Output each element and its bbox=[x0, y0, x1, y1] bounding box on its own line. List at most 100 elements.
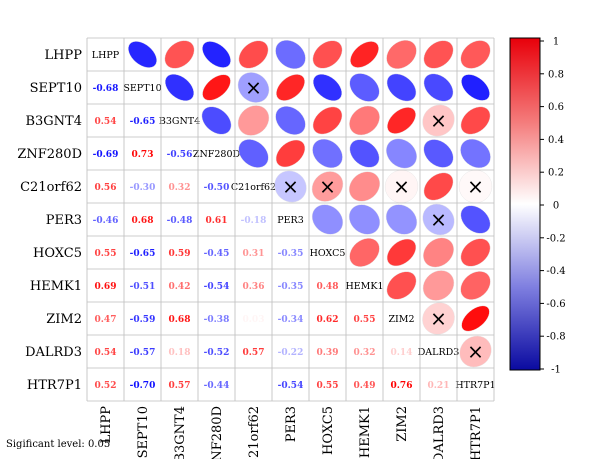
correlation-value: -0.65 bbox=[130, 249, 156, 259]
correlation-value: -0.35 bbox=[278, 249, 304, 259]
correlation-ellipse bbox=[386, 138, 417, 169]
correlation-value: 0.31 bbox=[243, 249, 265, 259]
correlation-value: 0.62 bbox=[317, 315, 339, 325]
correlation-ellipse bbox=[237, 105, 270, 136]
insignificant-marker: × bbox=[245, 76, 262, 100]
correlation-ellipse bbox=[201, 106, 232, 135]
correlation-value: 0.69 bbox=[95, 282, 117, 292]
correlation-value: -0.52 bbox=[204, 348, 230, 358]
diagonal-label: HTR7P1 bbox=[455, 380, 495, 391]
correlation-ellipse bbox=[275, 39, 306, 70]
correlation-ellipse bbox=[423, 237, 454, 268]
correlation-ellipse bbox=[386, 73, 417, 102]
correlation-value: 0.76 bbox=[391, 381, 413, 391]
correlation-value: -0.44 bbox=[204, 381, 230, 391]
correlation-value: -0.18 bbox=[241, 216, 267, 226]
correlation-ellipse bbox=[461, 305, 490, 332]
row-labels: LHPP SEPT10 B3GNT4 ZNF280D C21orf62 PER3 HOXC5… bbox=[17, 48, 82, 393]
correlation-ellipse bbox=[312, 74, 343, 101]
diagonal-label: C21orf62 bbox=[231, 182, 276, 193]
correlation-value: -0.68 bbox=[93, 84, 119, 94]
correlation-ellipse bbox=[164, 74, 195, 101]
column-label: LHPP bbox=[99, 406, 114, 444]
correlation-value: 0.54 bbox=[95, 117, 117, 127]
row-label: PER3 bbox=[46, 213, 82, 228]
diagonal-label: SEPT10 bbox=[123, 83, 161, 94]
correlation-ellipse bbox=[349, 105, 380, 136]
correlation-ellipse bbox=[348, 204, 381, 235]
correlation-ellipse bbox=[460, 138, 491, 169]
correlation-ellipse bbox=[422, 302, 455, 335]
correlation-value: 0.73 bbox=[132, 150, 154, 160]
correlation-ellipse bbox=[460, 238, 491, 267]
column-label: HTR7P1 bbox=[469, 406, 484, 459]
correlation-value: -0.22 bbox=[278, 348, 304, 358]
row-label: HEMK1 bbox=[30, 279, 82, 294]
row-label: B3GNT4 bbox=[25, 114, 82, 129]
correlation-value: 0.57 bbox=[169, 381, 191, 391]
row-label: HTR7P1 bbox=[27, 378, 82, 393]
column-label: SEPT10 bbox=[136, 406, 151, 458]
correlation-value: 0.52 bbox=[95, 381, 117, 391]
correlation-value: -0.69 bbox=[93, 150, 119, 160]
correlation-ellipse bbox=[423, 73, 454, 102]
correlation-ellipse bbox=[422, 104, 455, 137]
correlation-value: 0.61 bbox=[206, 216, 228, 226]
correlation-ellipse bbox=[128, 41, 157, 68]
diagonal-label: ZNF280D bbox=[193, 149, 241, 160]
color-legend: 1 0.8 0.6 0.4 0.2 0 -0.2 -0.4 -0.6 -0.8 -1 bbox=[509, 37, 566, 376]
correlation-ellipse bbox=[349, 139, 380, 168]
correlation-value: 0.48 bbox=[317, 282, 339, 292]
correlation-ellipse bbox=[275, 106, 306, 135]
correlation-ellipse bbox=[275, 139, 306, 168]
correlation-value: -0.38 bbox=[204, 315, 230, 325]
correlation-value: 0.68 bbox=[169, 315, 191, 325]
correlation-ellipse bbox=[238, 40, 269, 69]
matrix-cells: LHPP-0.68 SEPT10 ×0.54 -0.65 B3GNT4 ×-0.69 0.7… bbox=[92, 39, 496, 391]
correlation-ellipse bbox=[202, 41, 231, 68]
correlation-ellipse bbox=[460, 205, 491, 234]
correlation-ellipse bbox=[238, 139, 269, 168]
column-label: C21orf62 bbox=[247, 406, 262, 459]
insignificant-marker: × bbox=[430, 307, 447, 331]
insignificant-marker: × bbox=[282, 175, 299, 199]
correlation-ellipse bbox=[386, 40, 417, 69]
colorbar-tick-label: 0 bbox=[553, 201, 559, 212]
correlation-value: 0.55 bbox=[317, 381, 339, 391]
diagonal-label: HEMK1 bbox=[345, 281, 383, 292]
colorbar-ticks: 1 0.8 0.6 0.4 0.2 0 -0.2 -0.4 -0.6 -0.8 -1 bbox=[540, 37, 566, 376]
insignificant-marker: × bbox=[430, 208, 447, 232]
correlation-value: -0.48 bbox=[167, 216, 193, 226]
correlation-value: -0.46 bbox=[93, 216, 119, 226]
correlation-ellipse bbox=[387, 107, 416, 134]
correlation-ellipse bbox=[423, 172, 454, 201]
diagonal-label: HOXC5 bbox=[310, 248, 346, 259]
colorbar-tick-label: -0.4 bbox=[546, 266, 565, 277]
correlation-ellipse bbox=[311, 171, 344, 202]
correlation-ellipse bbox=[423, 139, 454, 168]
correlation-ellipse bbox=[312, 138, 343, 169]
matrix-grid bbox=[86, 37, 495, 402]
correlation-value: -0.34 bbox=[278, 315, 304, 325]
correlation-value: 0.03 bbox=[243, 315, 265, 325]
correlation-value: 0.49 bbox=[354, 381, 376, 391]
colorbar-tick-label: -1 bbox=[551, 365, 561, 376]
colorbar-scale bbox=[509, 37, 541, 371]
diagonal-label: PER3 bbox=[277, 215, 304, 226]
column-label: ZNF280D bbox=[210, 406, 225, 459]
correlation-value: 0.55 bbox=[95, 249, 117, 259]
correlation-value: 0.21 bbox=[428, 381, 450, 391]
insignificant-marker: × bbox=[467, 175, 484, 199]
correlation-value: 0.32 bbox=[169, 183, 191, 193]
diagonal-label: B3GNT4 bbox=[159, 116, 200, 127]
correlation-ellipse bbox=[202, 74, 231, 101]
correlation-value: -0.51 bbox=[130, 282, 156, 292]
correlation-value: -0.54 bbox=[204, 282, 230, 292]
correlation-ellipse bbox=[461, 74, 490, 101]
correlation-ellipse bbox=[459, 335, 492, 368]
column-label: B3GNT4 bbox=[173, 406, 188, 459]
column-label: ZIM2 bbox=[395, 406, 410, 442]
row-label: SEPT10 bbox=[30, 81, 82, 96]
correlation-value: -0.56 bbox=[167, 150, 193, 160]
correlation-value: -0.54 bbox=[278, 381, 304, 391]
